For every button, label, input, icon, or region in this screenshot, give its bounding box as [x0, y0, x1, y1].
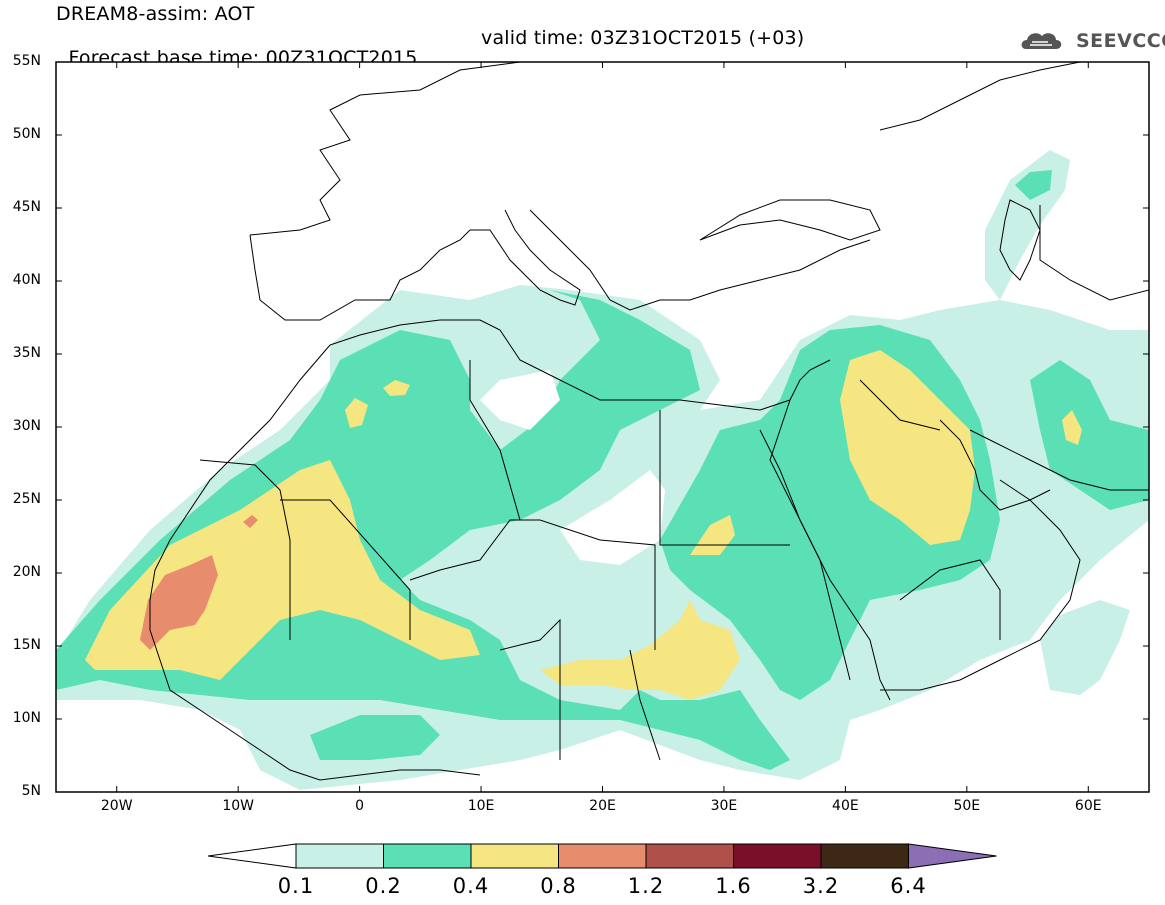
colorbar-label-0.1: 0.1	[277, 874, 315, 898]
colorbar-segment-0.1	[295, 843, 384, 869]
lon-label-30E: 30E	[710, 798, 738, 814]
lat-label-15N: 15N	[12, 637, 41, 653]
colorbar-segment-0.2	[383, 843, 472, 869]
aot-band-0.4-iraq	[840, 350, 975, 545]
colorbar-label-0.2: 0.2	[365, 874, 402, 898]
colorbar	[207, 843, 997, 869]
colorbar-segment-0.8	[558, 843, 647, 869]
colorbar-under-triangle	[207, 843, 297, 869]
aot-fields	[56, 62, 1149, 792]
lat-label-55N: 55N	[12, 53, 41, 69]
aot-band-0.4-chad	[540, 600, 740, 700]
lon-label-40E: 40E	[832, 798, 859, 814]
lon-label-60E: 60E	[1074, 798, 1102, 814]
lat-label-35N: 35N	[12, 345, 41, 361]
lat-label-5N: 5N	[21, 783, 41, 799]
logo-text: SEEVCCC	[1076, 30, 1165, 52]
colorbar-segment-1.2	[645, 843, 734, 869]
lon-label-10E: 10E	[467, 798, 495, 814]
colorbar-segment-3.2	[820, 843, 909, 869]
colorbar-over-triangle	[908, 843, 997, 869]
colorbar-label-0.8: 0.8	[540, 874, 577, 898]
aot-gap-algeria	[480, 370, 560, 430]
colorbar-label-3.2: 3.2	[802, 874, 840, 898]
colorbar-label-1.2: 1.2	[627, 874, 665, 898]
aot-band-0.2-caspian	[1015, 170, 1052, 200]
colorbar-segment-1.6	[733, 843, 822, 869]
lat-label-20N: 20N	[12, 564, 41, 580]
axis-ticks	[56, 61, 1149, 793]
aot-band-0.4-morocco	[345, 398, 368, 428]
aot-gap-egypt-libya	[560, 470, 665, 565]
lat-label-45N: 45N	[12, 199, 41, 215]
lon-label-0: 0	[355, 798, 365, 814]
aot-band-0.1-arabian-sea	[1040, 600, 1130, 695]
lon-label-10W: 10W	[222, 798, 254, 814]
coastlines-borders	[149, 62, 1149, 781]
aot-band-0.2-guinea	[310, 715, 440, 760]
lon-label-20W: 20W	[100, 798, 133, 814]
aot-band-0.4-algeria-small	[383, 380, 410, 396]
lon-label-50E: 50E	[953, 798, 981, 814]
map-title: DREAM8-assim: AOT	[56, 3, 255, 25]
colorbar-label-6.4: 6.4	[890, 874, 927, 898]
colorbar-label-1.6: 1.6	[715, 874, 752, 898]
lat-label-40N: 40N	[12, 272, 41, 288]
lat-label-30N: 30N	[12, 418, 41, 434]
aot-band-0.8-mauritania-spot	[243, 515, 258, 528]
valid-time: valid time: 03Z31OCT2015 (+03)	[481, 27, 805, 49]
lat-label-25N: 25N	[12, 491, 41, 507]
aot-band-0.2-gulf	[1030, 360, 1149, 510]
lat-label-10N: 10N	[12, 710, 41, 726]
colorbar-segment-0.4	[470, 843, 559, 869]
aot-band-0.4-oman	[1062, 410, 1082, 445]
aot-band-0.8-senegal	[140, 555, 218, 650]
lon-label-20E: 20E	[589, 798, 616, 814]
colorbar-label-0.4: 0.4	[452, 874, 490, 898]
lat-label-50N: 50N	[12, 126, 41, 142]
cloud-logo-icon	[1021, 33, 1062, 49]
